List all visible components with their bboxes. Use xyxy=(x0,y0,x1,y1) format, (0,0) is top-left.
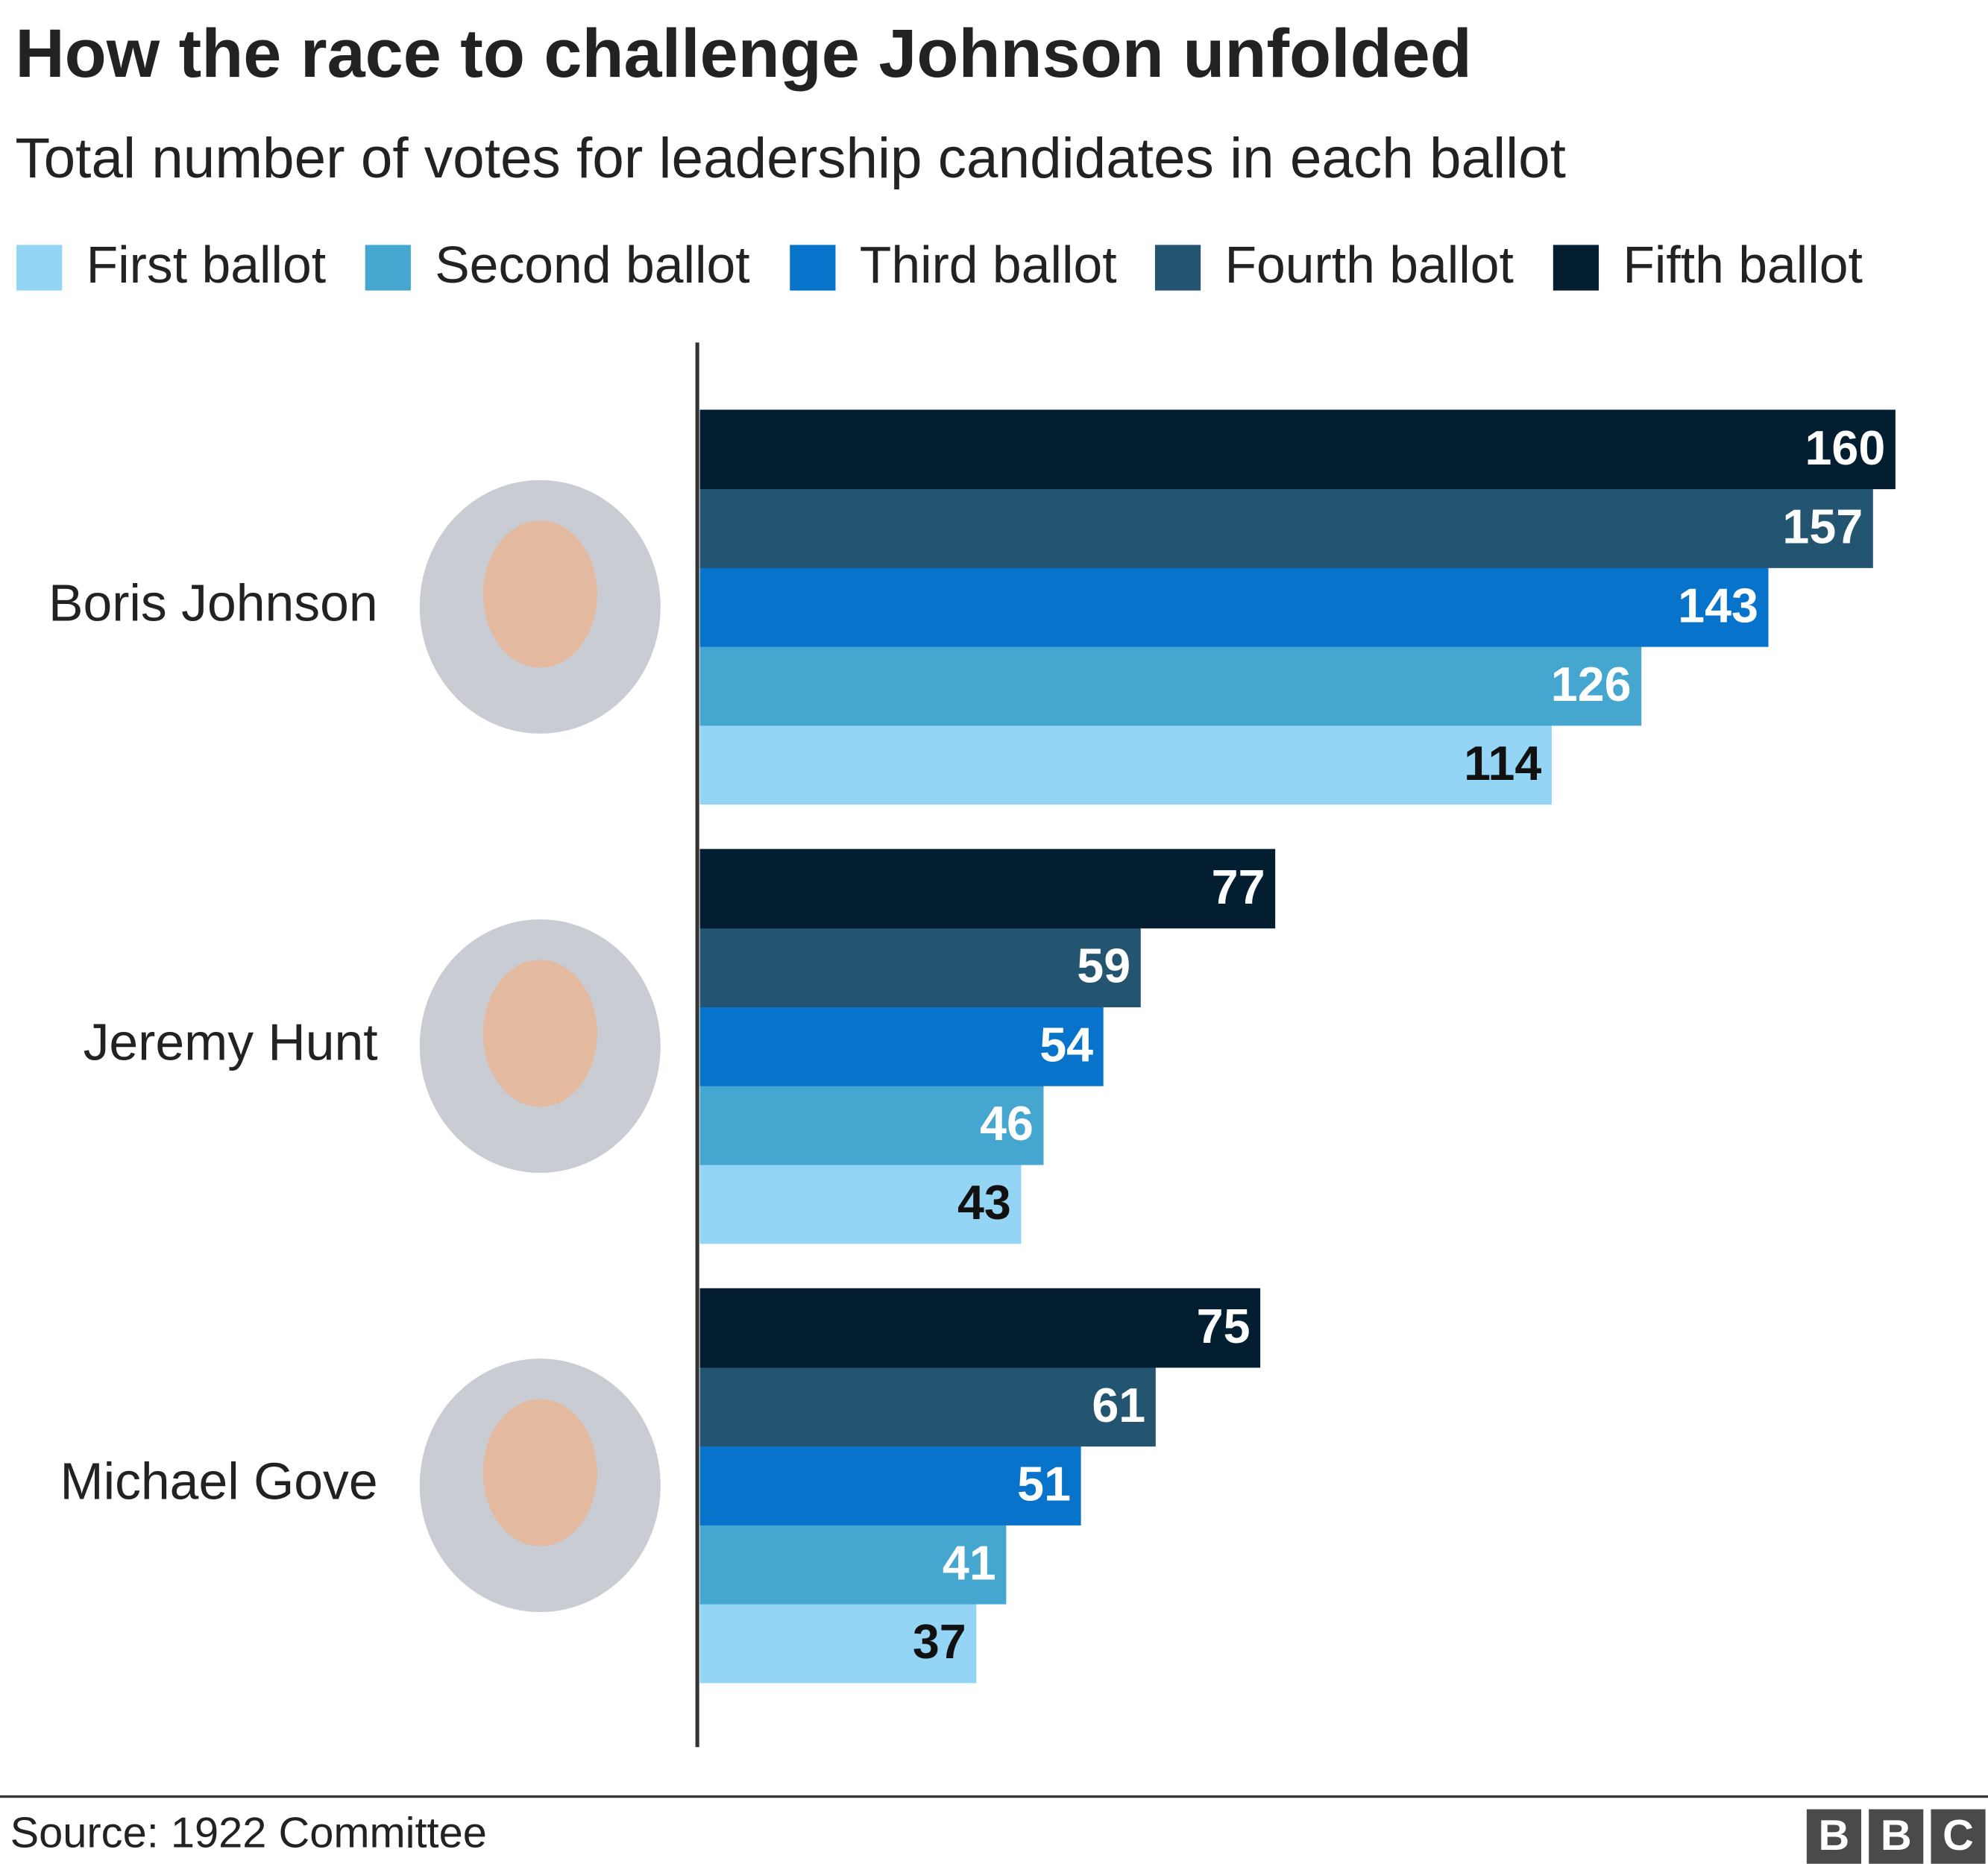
bar xyxy=(699,409,1896,490)
logo-block xyxy=(1869,1809,1924,1864)
value-label: 114 xyxy=(1464,737,1541,790)
bar xyxy=(699,1525,1007,1605)
legend-label: Third ballot xyxy=(860,236,1117,294)
legend-label: Fifth ballot xyxy=(1623,236,1863,294)
value-label: 51 xyxy=(1017,1458,1071,1511)
value-label: 126 xyxy=(1551,658,1632,711)
legend-swatch xyxy=(790,245,836,291)
value-label: 75 xyxy=(1197,1300,1251,1353)
legend-swatch xyxy=(365,245,411,291)
bar xyxy=(699,1085,1044,1165)
chart-title: How the race to challenge Johnson unfold… xyxy=(15,16,1471,92)
value-label: 59 xyxy=(1077,939,1130,993)
bar xyxy=(699,1288,1261,1368)
logo-letter: B xyxy=(1819,1812,1850,1860)
logo-block xyxy=(1931,1809,1986,1864)
chart-subtitle: Total number of votes for leadership can… xyxy=(15,127,1566,190)
photo-face xyxy=(482,1399,597,1546)
legend-label: First ballot xyxy=(86,236,327,294)
photo-face xyxy=(482,520,597,668)
value-label: 61 xyxy=(1092,1379,1145,1432)
value-label: 43 xyxy=(957,1176,1011,1229)
legend-swatch xyxy=(1553,245,1599,291)
logo-letter: B xyxy=(1881,1812,1912,1860)
bar xyxy=(699,488,1873,568)
value-label: 54 xyxy=(1039,1018,1093,1071)
bar xyxy=(699,848,1276,929)
bar xyxy=(699,646,1642,726)
value-label: 157 xyxy=(1782,500,1863,554)
source: Source: 1922 Committee xyxy=(10,1810,487,1857)
bar xyxy=(699,1603,977,1684)
legend-label: Fourth ballot xyxy=(1224,236,1513,294)
bar xyxy=(699,1446,1081,1525)
value-label: 77 xyxy=(1212,860,1265,914)
category-label: Jeremy Hunt xyxy=(84,1013,378,1071)
value-label: 143 xyxy=(1678,579,1758,632)
category-label: Michael Gove xyxy=(60,1452,378,1511)
bar xyxy=(699,567,1769,647)
bar xyxy=(699,1164,1022,1244)
bar xyxy=(699,928,1141,1007)
value-label: 46 xyxy=(980,1097,1034,1150)
value-label: 160 xyxy=(1805,421,1885,475)
category-label: Boris Johnson xyxy=(48,573,378,632)
value-label: 37 xyxy=(913,1615,966,1669)
legend-swatch xyxy=(16,245,63,291)
logo-letter: C xyxy=(1943,1812,1974,1860)
legend-label: Second ballot xyxy=(435,236,749,294)
logo-block xyxy=(1806,1809,1861,1864)
bar xyxy=(699,725,1552,805)
value-label: 41 xyxy=(943,1536,996,1590)
bar xyxy=(699,1367,1156,1447)
photo-face xyxy=(482,960,597,1107)
bar xyxy=(699,1007,1104,1086)
legend-swatch xyxy=(1154,245,1201,291)
